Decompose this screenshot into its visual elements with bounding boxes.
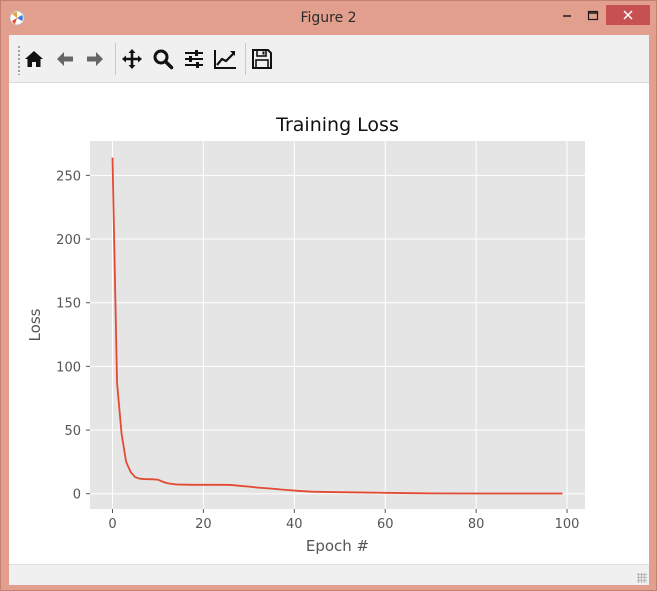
- y-tick-label: 250: [56, 169, 81, 184]
- toolbar-separator: [115, 43, 116, 75]
- x-tick-label: 80: [468, 517, 485, 532]
- arrow-right-icon: [87, 52, 103, 66]
- edit-axis-button[interactable]: [212, 46, 238, 72]
- x-tick-label: 60: [377, 517, 394, 532]
- maximize-button[interactable]: [580, 2, 606, 30]
- close-icon: [623, 10, 633, 20]
- y-tick-label: 200: [56, 233, 81, 248]
- y-tick-label: 150: [56, 297, 81, 312]
- chart-edit-icon: [214, 50, 236, 69]
- axis-ticks: 0 20 40 60 80 100 0 50 100 150 200 250: [56, 169, 579, 532]
- pan-button[interactable]: [119, 46, 145, 72]
- minimize-icon: [563, 15, 571, 17]
- figure-client-area: 0 20 40 60 80 100 0 50 100 150 200 250 Training Los…: [9, 35, 649, 585]
- x-tick-label: 40: [286, 517, 303, 532]
- minimize-button[interactable]: [554, 2, 580, 30]
- window-title: Figure 2: [300, 10, 357, 26]
- arrow-left-icon: [57, 52, 73, 66]
- zoom-icon: [153, 49, 174, 70]
- configure-subplots-button[interactable]: [181, 46, 207, 72]
- navigation-toolbar: [9, 35, 649, 83]
- zoom-button[interactable]: [150, 46, 176, 72]
- resize-grip[interactable]: [637, 573, 647, 583]
- y-tick-label: 100: [56, 360, 81, 375]
- title-bar[interactable]: Figure 2: [1, 1, 656, 35]
- y-axis-label: Loss: [26, 308, 44, 341]
- loss-series-line: [111, 157, 563, 495]
- back-button[interactable]: [52, 46, 78, 72]
- toolbar-grip[interactable]: [17, 45, 21, 75]
- sliders-icon: [185, 50, 203, 68]
- close-button[interactable]: [606, 5, 650, 25]
- status-bar: [9, 564, 649, 585]
- save-button[interactable]: [249, 46, 275, 72]
- forward-button[interactable]: [82, 46, 108, 72]
- x-axis-label: Epoch #: [306, 537, 369, 555]
- y-tick-label: 50: [64, 424, 81, 439]
- y-tick-label: 0: [73, 488, 81, 503]
- home-icon: [25, 51, 43, 67]
- move-icon: [122, 49, 142, 69]
- x-tick-label: 20: [195, 517, 212, 532]
- chart-title: Training Loss: [275, 114, 399, 136]
- save-icon: [252, 49, 272, 69]
- home-button[interactable]: [21, 46, 47, 72]
- figure-canvas[interactable]: 0 20 40 60 80 100 0 50 100 150 200 250 Training Los…: [9, 83, 649, 564]
- matplotlib-app-icon: [9, 10, 25, 26]
- toolbar-separator: [245, 43, 246, 75]
- plot-area: [90, 141, 585, 509]
- maximize-icon: [587, 10, 599, 21]
- x-tick-label: 0: [108, 517, 116, 532]
- x-tick-label: 100: [555, 517, 580, 532]
- training-loss-chart: 0 20 40 60 80 100 0 50 100 150 200 250 Training Los…: [26, 114, 585, 555]
